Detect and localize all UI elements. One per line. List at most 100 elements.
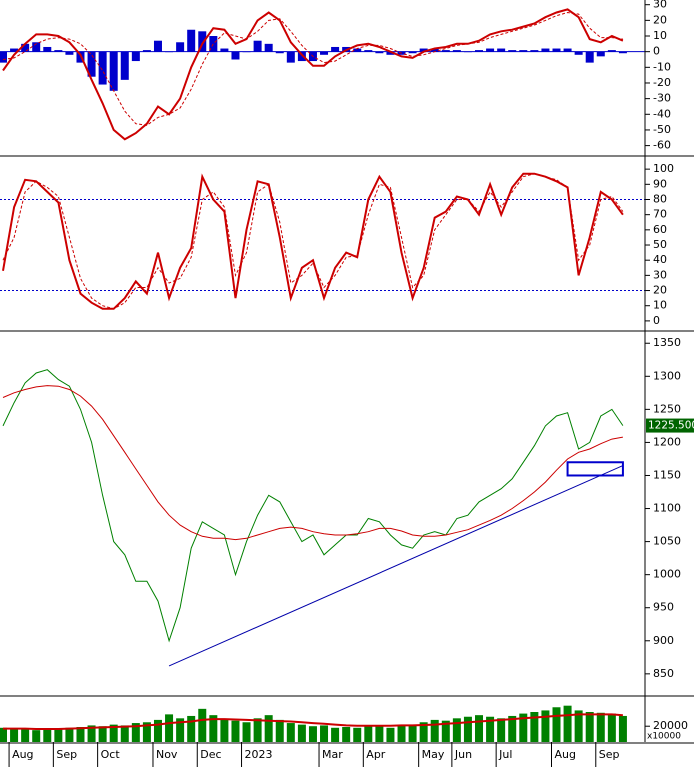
y-tick-label: -20 xyxy=(653,76,671,89)
bar xyxy=(408,725,417,742)
bar xyxy=(331,727,340,742)
bar xyxy=(176,42,185,52)
bar xyxy=(0,51,7,63)
y-tick-label: -10 xyxy=(653,60,671,73)
x-tick-label: May xyxy=(422,748,445,761)
bar xyxy=(32,42,41,52)
bar xyxy=(563,705,572,742)
line xyxy=(3,713,623,730)
y-tick-label: 850 xyxy=(653,667,674,680)
bar xyxy=(364,725,373,742)
bar xyxy=(54,728,63,742)
y-tick-label: 1350 xyxy=(653,336,681,349)
last-price-box xyxy=(646,418,694,433)
bar xyxy=(552,707,561,742)
bar xyxy=(419,48,428,52)
bar xyxy=(242,722,251,742)
y-tick-label: 1100 xyxy=(653,502,681,515)
bar xyxy=(441,50,450,52)
bar xyxy=(419,722,428,742)
bar xyxy=(519,50,528,52)
bar xyxy=(552,48,561,52)
x-tick-label: Mar xyxy=(322,748,343,761)
line xyxy=(2,11,623,126)
bar xyxy=(21,43,30,52)
bar xyxy=(43,46,52,52)
bar xyxy=(530,50,539,52)
bar xyxy=(286,51,295,63)
bar xyxy=(98,51,107,85)
unit-label: x10000 xyxy=(647,732,681,742)
y-tick-label: 20 xyxy=(653,13,667,26)
bar xyxy=(497,718,506,742)
bar xyxy=(308,726,317,742)
bar xyxy=(10,729,19,742)
x-tick-label: Sep xyxy=(599,748,620,761)
bar xyxy=(165,51,174,53)
bar xyxy=(98,726,107,742)
y-tick-label: 1200 xyxy=(653,435,681,448)
bar xyxy=(209,36,218,52)
y-tick-label: 1050 xyxy=(653,535,681,548)
x-tick-label: Jul xyxy=(498,748,512,761)
bar xyxy=(165,714,174,742)
bar xyxy=(364,50,373,52)
bar xyxy=(209,715,218,742)
line xyxy=(2,8,624,141)
line xyxy=(2,172,624,310)
bar xyxy=(253,718,262,742)
bar xyxy=(353,727,362,742)
bar xyxy=(530,712,539,742)
bar xyxy=(452,50,461,52)
y-tick-label: 10 xyxy=(653,299,667,312)
bar xyxy=(65,727,74,742)
line xyxy=(2,385,623,541)
bar xyxy=(430,719,439,742)
bar xyxy=(131,51,140,62)
bar xyxy=(32,730,41,742)
bar xyxy=(21,728,30,742)
bar xyxy=(320,51,329,55)
x-tick-label: Oct xyxy=(101,748,121,761)
y-tick-label: 20000 xyxy=(653,719,688,732)
bar xyxy=(585,51,594,63)
x-tick-label: Apr xyxy=(366,748,386,761)
y-tick-label: 10 xyxy=(653,29,667,42)
y-tick-label: 20 xyxy=(653,284,667,297)
y-tick-label: 40 xyxy=(653,253,667,266)
bar xyxy=(497,48,506,52)
y-tick-label: 0 xyxy=(653,314,660,327)
y-tick-label: 60 xyxy=(653,223,667,236)
bar xyxy=(585,712,594,742)
y-tick-label: 1000 xyxy=(653,568,681,581)
bar xyxy=(397,724,406,742)
last-price-label: 1225.500 xyxy=(648,420,694,432)
y-tick-label: 1300 xyxy=(653,369,681,382)
bar xyxy=(142,722,151,742)
bar xyxy=(463,716,472,742)
y-tick-label: 30 xyxy=(653,268,667,281)
bar xyxy=(596,712,605,742)
bar xyxy=(475,715,484,742)
bar xyxy=(131,723,140,742)
bar xyxy=(220,48,229,52)
bar xyxy=(297,51,306,62)
bar xyxy=(408,51,417,54)
x-tick-label: Jun xyxy=(454,748,472,761)
bar xyxy=(153,40,162,52)
bar xyxy=(508,715,517,742)
y-tick-label: 0 xyxy=(653,45,660,58)
y-tick-label: 80 xyxy=(653,192,667,205)
y-tick-label: -30 xyxy=(653,92,671,105)
bar xyxy=(375,726,384,742)
bar xyxy=(242,51,251,53)
y-tick-label: 30 xyxy=(653,0,667,11)
bar xyxy=(519,713,528,742)
x-tick-label: Aug xyxy=(12,748,33,761)
bar xyxy=(508,50,517,52)
bar xyxy=(430,48,439,52)
bar xyxy=(231,51,240,60)
bar xyxy=(10,48,19,52)
y-tick-label: 1150 xyxy=(653,468,681,481)
